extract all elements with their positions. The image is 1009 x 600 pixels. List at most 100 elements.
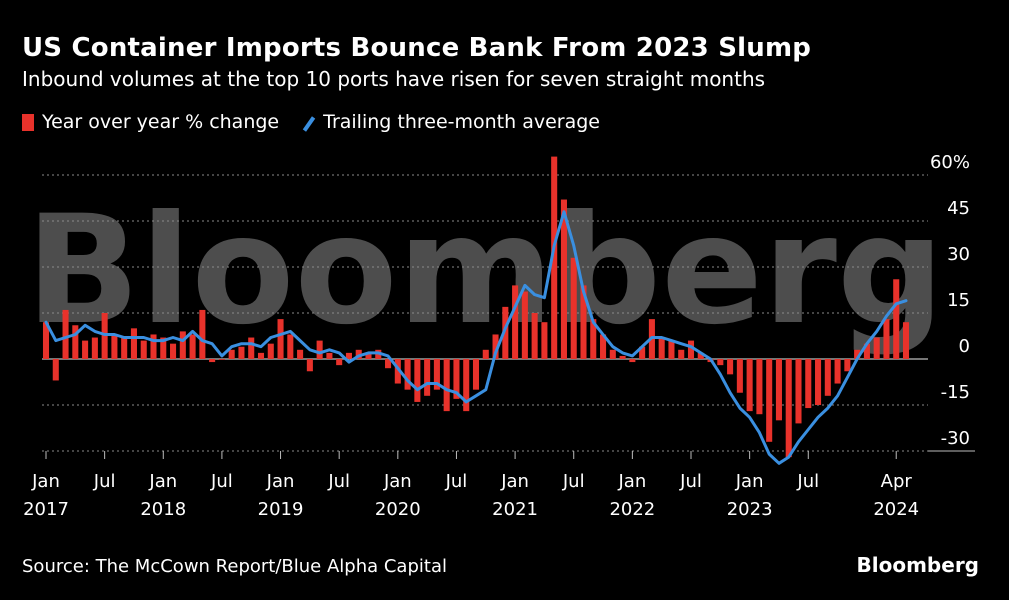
bar xyxy=(248,337,255,359)
x-tick-label-year: 2019 xyxy=(258,499,304,520)
x-tick-label-year: 2017 xyxy=(23,499,69,520)
bar xyxy=(267,343,274,359)
bar xyxy=(160,337,167,359)
bar xyxy=(189,334,196,359)
bar xyxy=(404,359,411,390)
x-tick-label-year: 2020 xyxy=(375,499,421,520)
bar xyxy=(893,279,900,359)
x-tick-label-month: Jul xyxy=(93,471,116,492)
x-tick-label-month: Jan xyxy=(500,471,529,492)
x-tick-label-month: Jan xyxy=(148,471,177,492)
chart-legend: Year over year % change Trailing three-m… xyxy=(22,111,620,133)
bar xyxy=(394,359,401,384)
legend-bar-swatch xyxy=(22,113,34,131)
bar xyxy=(629,359,636,363)
y-tick-label: 60% xyxy=(930,152,970,173)
x-tick-label-year: 2021 xyxy=(492,499,538,520)
x-tick-label-month: Jan xyxy=(266,471,295,492)
chart-subtitle: Inbound volumes at the top 10 ports have… xyxy=(22,67,766,91)
legend-item-line: Trailing three-month average xyxy=(299,111,600,133)
source-note: Source: The McCown Report/Blue Alpha Cap… xyxy=(22,556,447,577)
bar xyxy=(531,313,538,359)
bar xyxy=(736,359,743,393)
bar xyxy=(424,359,431,396)
legend-item-bars: Year over year % change xyxy=(22,111,279,133)
bar xyxy=(365,352,372,359)
bar xyxy=(541,322,548,359)
x-tick-label-year: 2023 xyxy=(727,499,773,520)
bar xyxy=(863,343,870,359)
bar xyxy=(834,359,841,384)
bar xyxy=(130,328,137,359)
x-tick-label-month: Jul xyxy=(562,471,585,492)
bar xyxy=(453,359,460,399)
bar xyxy=(844,359,851,372)
bar xyxy=(72,325,79,359)
bar xyxy=(306,359,313,372)
bar xyxy=(326,352,333,359)
y-tick-label: -30 xyxy=(941,428,970,449)
bar xyxy=(228,349,235,359)
bar xyxy=(42,322,50,359)
chart-title: US Container Imports Bounce Bank From 20… xyxy=(22,33,812,63)
bar xyxy=(756,359,763,415)
y-tick-label: 45 xyxy=(947,198,970,219)
bar xyxy=(316,340,323,359)
bar xyxy=(658,337,665,359)
bar xyxy=(433,359,440,390)
brand-logo: Bloomberg xyxy=(856,553,979,577)
bar xyxy=(746,359,753,412)
bar xyxy=(121,337,128,359)
x-tick-label-month: Jul xyxy=(210,471,233,492)
x-tick-label-year: 2024 xyxy=(873,499,919,520)
x-tick-label-month: Jul xyxy=(796,471,819,492)
x-tick-label-month: Jul xyxy=(679,471,702,492)
bar xyxy=(775,359,782,421)
x-tick-label-month: Jan xyxy=(735,471,764,492)
y-tick-label: -15 xyxy=(941,382,970,403)
x-tick-label-month: Jan xyxy=(617,471,646,492)
bar xyxy=(570,257,577,359)
x-tick-label-month: Jul xyxy=(327,471,350,492)
bar xyxy=(580,285,587,359)
bar xyxy=(91,337,98,359)
legend-bar-label: Year over year % change xyxy=(42,111,280,133)
bar xyxy=(902,322,910,359)
y-tick-label: 0 xyxy=(959,336,970,357)
bar xyxy=(873,337,880,359)
bar xyxy=(668,340,675,359)
bar xyxy=(238,346,245,359)
bar xyxy=(727,359,734,375)
bar xyxy=(600,334,607,359)
bar xyxy=(345,352,352,359)
bar xyxy=(82,340,89,359)
bar xyxy=(824,359,831,396)
x-tick-label-month: Jan xyxy=(383,471,412,492)
bar xyxy=(697,352,704,359)
bar xyxy=(854,349,861,359)
x-tick-label-year: 2018 xyxy=(140,499,186,520)
bar xyxy=(639,346,646,359)
bar xyxy=(287,334,294,359)
bar xyxy=(257,352,265,359)
bar xyxy=(560,199,567,359)
bar xyxy=(414,359,421,402)
bar xyxy=(766,359,773,442)
bar xyxy=(805,359,812,409)
bar xyxy=(336,359,343,366)
bar xyxy=(150,334,157,359)
bar xyxy=(277,319,284,359)
x-tick-label-month: Apr xyxy=(881,471,913,492)
y-tick-label: 30 xyxy=(947,244,970,265)
bar xyxy=(218,359,225,360)
bar xyxy=(883,319,890,359)
bar xyxy=(209,359,216,363)
bar xyxy=(492,334,499,359)
bar xyxy=(687,340,695,359)
bar xyxy=(678,349,685,359)
bar xyxy=(619,355,626,359)
x-tick-label-year: 2022 xyxy=(609,499,655,520)
bar xyxy=(52,359,59,381)
bar xyxy=(199,309,206,359)
